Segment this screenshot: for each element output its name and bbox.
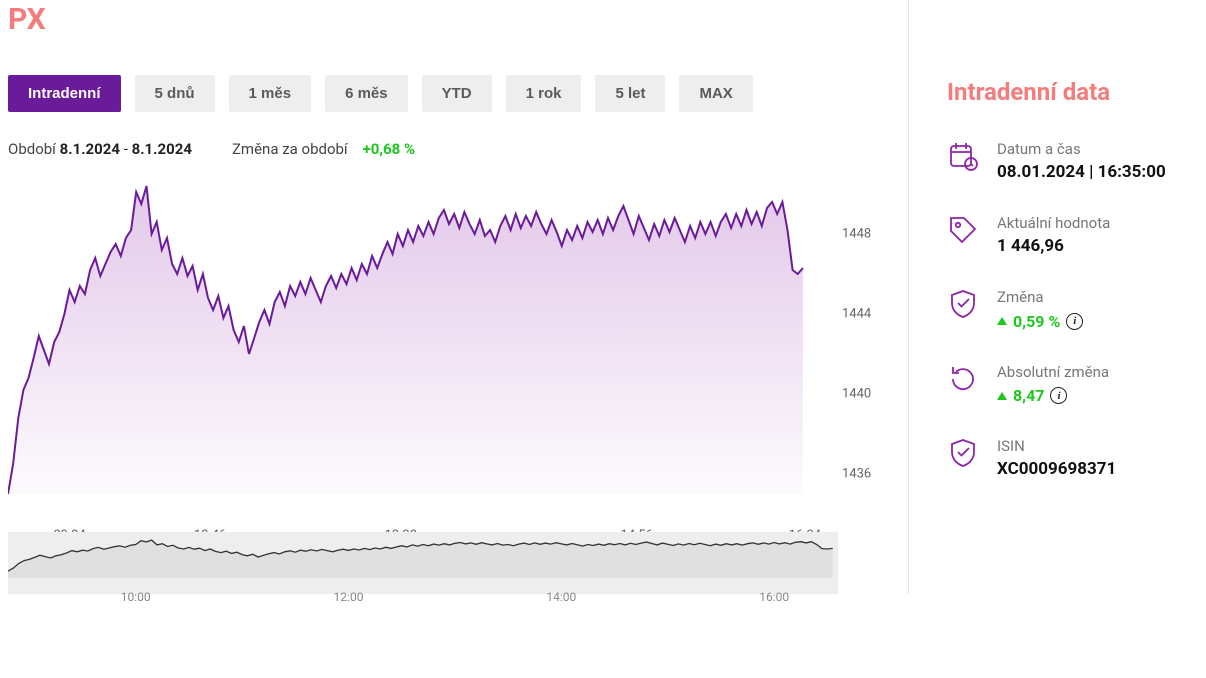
range-tab-4[interactable]: YTD	[422, 75, 492, 112]
sidebar-row-4: ISIN XC0009698371	[947, 437, 1198, 479]
sidebar-row-0: Datum a čas 08.01.2024 | 16:35:00	[947, 140, 1198, 182]
triangle-up-icon	[997, 317, 1007, 325]
range-selector-chart[interactable]: 10:0012:0014:0016:00	[8, 532, 838, 594]
shield-check-icon	[947, 288, 979, 320]
sidebar-row-change: 8,47i	[997, 386, 1067, 405]
range-tab-3[interactable]: 6 měs	[325, 75, 408, 112]
mini-x-tick: 12:00	[334, 590, 364, 604]
range-tab-1[interactable]: 5 dnů	[135, 75, 215, 112]
range-tabs: Intradenní 5 dnů 1 měs 6 měs YTD 1 rok 5 let MA…	[8, 75, 888, 112]
refresh-icon	[947, 363, 979, 395]
sidebar-row-1: Aktuální hodnota 1 446,96	[947, 214, 1198, 256]
info-icon[interactable]: i	[1066, 313, 1083, 330]
sidebar-panel: Intradenní data Datum a čas 08.01.2024 | …	[908, 0, 1198, 594]
range-tab-6[interactable]: 5 let	[595, 75, 665, 112]
range-tab-5[interactable]: 1 rok	[506, 75, 582, 112]
sidebar-row-2: Změna 0,59 %i	[947, 288, 1198, 331]
sidebar-row-label: ISIN	[997, 437, 1116, 455]
tag-icon	[947, 214, 979, 246]
sidebar-row-label: Aktuální hodnota	[997, 214, 1110, 232]
triangle-up-icon	[997, 392, 1007, 400]
price-chart[interactable]: 1436144014441448 09:2410:4612:3814:5616:…	[8, 174, 838, 524]
sidebar-row-label: Datum a čas	[997, 140, 1166, 158]
y-tick: 1444	[842, 307, 871, 322]
sidebar-row-label: Absolutní změna	[997, 363, 1109, 381]
sidebar-row-change: 0,59 %i	[997, 312, 1083, 331]
mini-x-tick: 14:00	[546, 590, 576, 604]
sidebar-row-3: Absolutní změna 8,47i	[947, 363, 1198, 406]
y-tick: 1440	[842, 387, 871, 402]
range-tab-2[interactable]: 1 měs	[229, 75, 312, 112]
shield-check-icon	[947, 437, 979, 469]
period-change-value: +0,68 %	[363, 140, 416, 158]
calendar-icon	[947, 140, 979, 172]
main-panel: PX Intradenní 5 dnů 1 měs 6 měs YTD 1 rok 5 le…	[8, 0, 908, 594]
range-tab-0[interactable]: Intradenní	[8, 75, 121, 112]
mini-x-tick: 16:00	[759, 590, 789, 604]
mini-x-tick: 10:00	[121, 590, 151, 604]
ticker-symbol: PX	[8, 2, 888, 37]
range-selector-svg	[8, 532, 838, 578]
y-axis-ticks: 1436 1440 1444 1448	[842, 174, 886, 494]
period-row: Období 8.1.2024 - 8.1.2024 Změna za obdo…	[8, 140, 888, 158]
period-to: 8.1.2024	[132, 140, 192, 158]
sidebar-title: Intradenní data	[947, 78, 1198, 106]
price-chart-svg	[8, 174, 808, 524]
period-change-label: Změna za období	[232, 140, 348, 158]
y-tick: 1448	[842, 227, 871, 242]
sidebar-row-value: 08.01.2024 | 16:35:00	[997, 162, 1166, 182]
info-icon[interactable]: i	[1050, 387, 1067, 404]
period-from: 8.1.2024	[60, 140, 120, 158]
sidebar-row-value: 1 446,96	[997, 236, 1110, 256]
range-tab-7[interactable]: MAX	[679, 75, 752, 112]
period-label: Období	[8, 140, 56, 158]
y-tick: 1436	[842, 467, 871, 482]
sidebar-row-value: XC0009698371	[997, 459, 1116, 479]
sidebar-row-label: Změna	[997, 288, 1083, 306]
